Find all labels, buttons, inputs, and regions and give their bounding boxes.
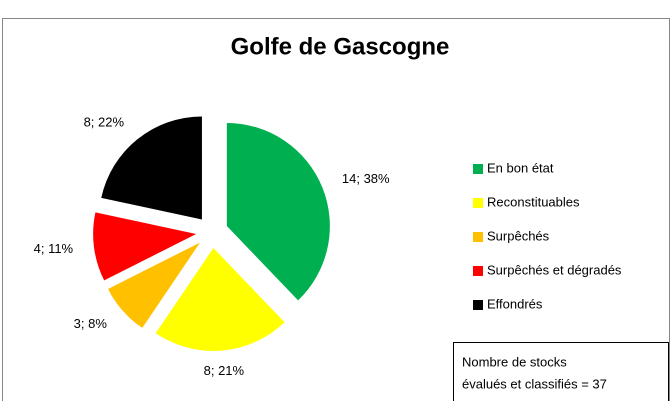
- data-label: 14; 38%: [342, 171, 390, 186]
- legend-swatch: [473, 300, 483, 310]
- legend-swatch: [473, 164, 483, 174]
- data-label: 8; 22%: [84, 115, 125, 130]
- legend-label: Surpêchés: [487, 228, 550, 243]
- annotation-box: [453, 342, 669, 401]
- data-label: 3; 8%: [74, 316, 108, 331]
- annotation: évalués et classifiés = 37: [462, 376, 607, 391]
- pie-slice: [101, 116, 202, 220]
- annotation: Nombre de stocks: [462, 354, 567, 369]
- data-label: 4; 11%: [34, 241, 74, 256]
- chart-frame: [2, 18, 670, 401]
- legend-label: En bon état: [487, 160, 554, 175]
- pie-slice: [155, 247, 285, 351]
- chart-title: Golfe de Gascogne: [231, 33, 450, 60]
- legend-label: Reconstituables: [487, 194, 580, 209]
- legend-label: Surpêchés et dégradés: [487, 262, 622, 277]
- pie-slice: [226, 123, 330, 301]
- pie-slice: [93, 212, 197, 281]
- legend-swatch: [473, 198, 483, 208]
- legend-label: Effondrés: [487, 296, 543, 311]
- pie-slice: [108, 242, 200, 328]
- legend-swatch: [473, 266, 483, 276]
- legend-swatch: [473, 232, 483, 242]
- data-label: 8; 21%: [204, 363, 245, 378]
